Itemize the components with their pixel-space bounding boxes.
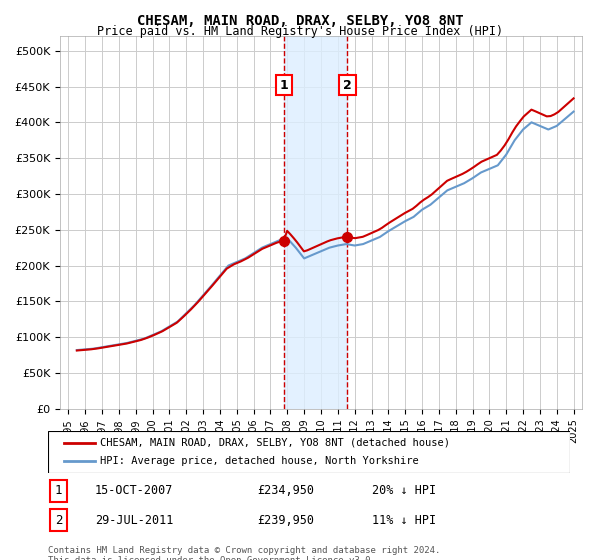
Text: 29-JUL-2011: 29-JUL-2011	[95, 514, 173, 526]
Text: 1: 1	[280, 78, 288, 92]
Text: CHESAM, MAIN ROAD, DRAX, SELBY, YO8 8NT (detached house): CHESAM, MAIN ROAD, DRAX, SELBY, YO8 8NT …	[100, 438, 450, 448]
Text: £234,950: £234,950	[257, 484, 314, 497]
Text: 11% ↓ HPI: 11% ↓ HPI	[371, 514, 436, 526]
Bar	[284, 36, 347, 409]
Text: 1: 1	[55, 484, 62, 497]
Text: Contains HM Land Registry data © Crown copyright and database right 2024.
This d: Contains HM Land Registry data © Crown c…	[48, 546, 440, 560]
Text: CHESAM, MAIN ROAD, DRAX, SELBY, YO8 8NT: CHESAM, MAIN ROAD, DRAX, SELBY, YO8 8NT	[137, 14, 463, 28]
Text: Price paid vs. HM Land Registry's House Price Index (HPI): Price paid vs. HM Land Registry's House …	[97, 25, 503, 38]
FancyBboxPatch shape	[48, 431, 570, 473]
Text: 20% ↓ HPI: 20% ↓ HPI	[371, 484, 436, 497]
Text: HPI: Average price, detached house, North Yorkshire: HPI: Average price, detached house, Nort…	[100, 456, 419, 466]
Text: 15-OCT-2007: 15-OCT-2007	[95, 484, 173, 497]
Text: 2: 2	[55, 514, 62, 526]
Text: £239,950: £239,950	[257, 514, 314, 526]
Text: 2: 2	[343, 78, 352, 92]
